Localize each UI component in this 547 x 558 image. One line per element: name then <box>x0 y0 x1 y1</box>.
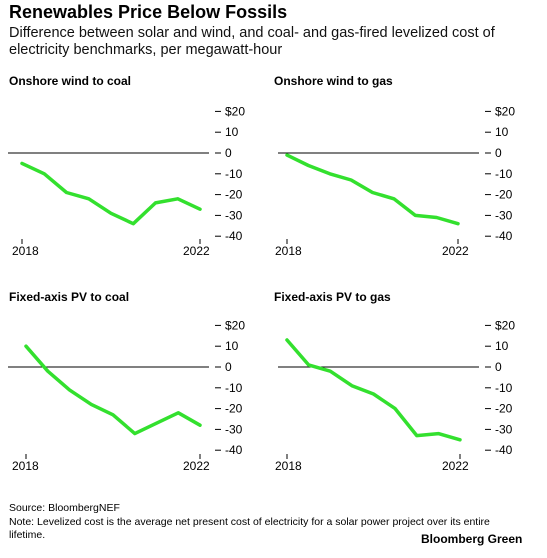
chart-wind-gas: $20 10 0 -10 -20 -30 -40 <box>278 104 515 244</box>
series-line <box>24 344 202 436</box>
y-tick-label: 10 <box>495 339 509 353</box>
y-tick-label: -40 <box>495 443 513 457</box>
x-tick-label: 2022 <box>442 459 469 473</box>
y-tick-label: $20 <box>225 104 245 118</box>
y-tick-label: -40 <box>225 443 243 457</box>
y-tick-label: 10 <box>495 125 509 139</box>
y-tick-label: -20 <box>225 402 243 416</box>
x-tick-label: 2022 <box>183 459 210 473</box>
y-tick-label: $20 <box>225 318 245 332</box>
footnote: Note: Levelized cost is the average net … <box>9 516 490 541</box>
y-tick-label: 10 <box>225 339 239 353</box>
y-tick-label: 10 <box>225 125 239 139</box>
chart-subtitle: Difference between solar and wind, and c… <box>9 25 495 58</box>
y-tick-label: -10 <box>495 381 513 395</box>
source-note: Source: BloombergNEF <box>9 502 120 514</box>
x-tick-label: 2018 <box>275 244 302 258</box>
y-tick-label: -30 <box>225 422 243 436</box>
y-tick-label: -30 <box>225 208 243 222</box>
x-tick-label: 2018 <box>275 459 302 473</box>
series-line <box>20 161 202 226</box>
chart-pv-coal: $20 10 0 -10 -20 -30 -40 <box>8 318 245 459</box>
y-tick-label: -20 <box>225 188 243 202</box>
panel-title-pv-gas: Fixed-axis PV to gas <box>274 290 391 304</box>
y-tick-label: 0 <box>495 360 502 374</box>
y-tick-label: $20 <box>495 318 515 332</box>
y-tick-label: -30 <box>495 208 513 222</box>
y-tick-label: 0 <box>495 146 502 160</box>
brand-logo: Bloomberg Green <box>421 532 523 546</box>
y-tick-label: -20 <box>495 402 513 416</box>
y-tick-label: -40 <box>225 229 243 243</box>
chart-title: Renewables Price Below Fossils <box>9 2 288 22</box>
x-tick-label: 2022 <box>183 244 210 258</box>
y-tick-label: 0 <box>225 146 232 160</box>
x-tick-label: 2018 <box>12 459 39 473</box>
series-line <box>285 338 462 442</box>
y-tick-label: 0 <box>225 360 232 374</box>
y-tick-label: $20 <box>495 104 515 118</box>
chart-wind-coal: $20 10 0 -10 -20 -30 -40 <box>8 104 245 244</box>
panel-title-pv-coal: Fixed-axis PV to coal <box>9 290 130 304</box>
y-tick-label: -30 <box>495 422 513 436</box>
y-tick-label: -10 <box>225 381 243 395</box>
chart-pv-gas: $20 10 0 -10 -20 -30 -40 <box>278 318 515 459</box>
x-tick-label: 2018 <box>12 244 39 258</box>
y-tick-label: -40 <box>495 229 513 243</box>
y-tick-label: -10 <box>225 167 243 181</box>
y-tick-label: -20 <box>495 188 513 202</box>
y-tick-label: -10 <box>495 167 513 181</box>
panel-title-wind-coal: Onshore wind to coal <box>9 74 132 88</box>
panel-title-wind-gas: Onshore wind to gas <box>274 74 393 88</box>
x-tick-label: 2022 <box>442 244 469 258</box>
series-line <box>285 153 460 226</box>
